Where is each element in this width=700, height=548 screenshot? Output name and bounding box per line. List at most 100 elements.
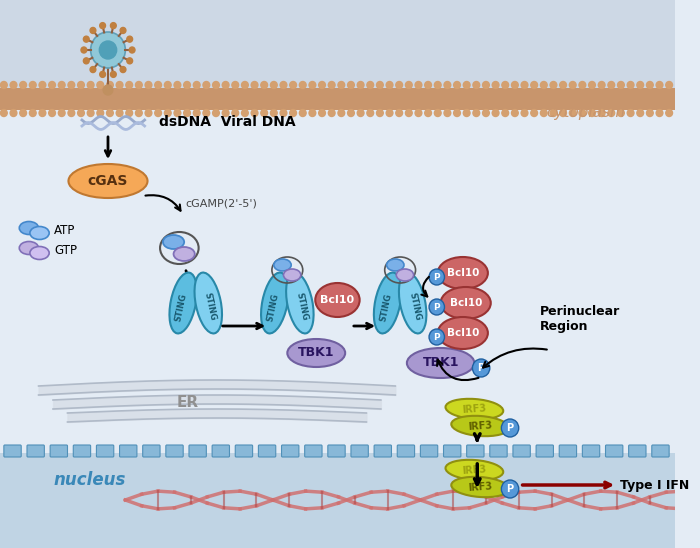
Text: cGAS: cGAS <box>88 174 128 188</box>
Circle shape <box>68 110 75 117</box>
Text: IRF3: IRF3 <box>468 420 493 432</box>
FancyBboxPatch shape <box>143 445 160 457</box>
Circle shape <box>261 110 267 117</box>
Ellipse shape <box>69 164 148 198</box>
Circle shape <box>203 110 210 117</box>
Circle shape <box>435 82 441 88</box>
FancyBboxPatch shape <box>652 445 669 457</box>
Ellipse shape <box>440 287 491 319</box>
Text: STING: STING <box>265 292 280 322</box>
Circle shape <box>502 82 509 88</box>
Circle shape <box>501 419 519 437</box>
Circle shape <box>39 82 46 88</box>
FancyBboxPatch shape <box>328 445 345 457</box>
Circle shape <box>99 22 106 28</box>
Circle shape <box>280 110 287 117</box>
Circle shape <box>512 82 518 88</box>
Text: STING: STING <box>203 292 218 322</box>
Circle shape <box>473 82 480 88</box>
FancyBboxPatch shape <box>189 445 206 457</box>
Circle shape <box>174 110 181 117</box>
Circle shape <box>656 110 663 117</box>
Circle shape <box>300 82 306 88</box>
FancyBboxPatch shape <box>4 445 21 457</box>
FancyBboxPatch shape <box>212 445 230 457</box>
Circle shape <box>550 110 556 117</box>
Ellipse shape <box>30 226 49 239</box>
Ellipse shape <box>20 221 38 235</box>
Circle shape <box>203 82 210 88</box>
Ellipse shape <box>452 477 509 497</box>
Text: STING: STING <box>407 292 422 322</box>
Circle shape <box>569 82 576 88</box>
Ellipse shape <box>445 399 503 419</box>
Circle shape <box>90 32 125 68</box>
Circle shape <box>415 110 422 117</box>
FancyBboxPatch shape <box>421 445 438 457</box>
Ellipse shape <box>284 269 301 281</box>
Circle shape <box>647 110 653 117</box>
FancyBboxPatch shape <box>120 445 137 457</box>
FancyBboxPatch shape <box>490 445 507 457</box>
Circle shape <box>99 41 117 59</box>
Circle shape <box>425 82 431 88</box>
Bar <box>0 0 675 88</box>
Circle shape <box>627 110 634 117</box>
Circle shape <box>429 299 444 315</box>
Circle shape <box>1 82 7 88</box>
FancyBboxPatch shape <box>467 445 484 457</box>
FancyBboxPatch shape <box>281 445 299 457</box>
Circle shape <box>560 82 566 88</box>
Circle shape <box>174 82 181 88</box>
Circle shape <box>1 110 7 117</box>
Circle shape <box>290 82 297 88</box>
Text: cGAMP(2'-5'): cGAMP(2'-5') <box>185 199 257 209</box>
Circle shape <box>617 82 624 88</box>
Circle shape <box>444 110 451 117</box>
Bar <box>0 88 675 110</box>
Circle shape <box>540 82 547 88</box>
Circle shape <box>482 82 489 88</box>
Circle shape <box>569 110 576 117</box>
Circle shape <box>145 110 152 117</box>
Ellipse shape <box>315 283 360 317</box>
Circle shape <box>521 82 528 88</box>
Circle shape <box>454 82 461 88</box>
Circle shape <box>20 82 27 88</box>
Circle shape <box>598 82 605 88</box>
Circle shape <box>502 110 509 117</box>
Bar <box>0 88 675 453</box>
Circle shape <box>183 110 190 117</box>
FancyBboxPatch shape <box>606 445 623 457</box>
Circle shape <box>435 110 441 117</box>
Circle shape <box>348 110 354 117</box>
Circle shape <box>232 110 239 117</box>
Circle shape <box>608 82 615 88</box>
Text: cytoplasm: cytoplasm <box>546 105 625 119</box>
Text: IRF3: IRF3 <box>468 481 493 493</box>
Text: TBK1: TBK1 <box>422 357 459 369</box>
Text: ATP: ATP <box>54 225 76 237</box>
Ellipse shape <box>30 247 49 260</box>
Circle shape <box>126 82 132 88</box>
Circle shape <box>318 110 326 117</box>
Circle shape <box>395 82 402 88</box>
Ellipse shape <box>163 235 184 249</box>
Text: P: P <box>507 484 514 494</box>
Circle shape <box>83 58 89 64</box>
Ellipse shape <box>452 416 509 436</box>
Circle shape <box>415 82 422 88</box>
Text: Type I IFN: Type I IFN <box>620 478 690 492</box>
Circle shape <box>270 82 277 88</box>
Ellipse shape <box>20 242 38 254</box>
Circle shape <box>78 110 85 117</box>
Ellipse shape <box>386 259 404 271</box>
FancyBboxPatch shape <box>444 445 461 457</box>
Circle shape <box>357 82 364 88</box>
Circle shape <box>501 480 519 498</box>
Circle shape <box>103 85 113 95</box>
Circle shape <box>130 47 135 53</box>
Circle shape <box>617 110 624 117</box>
Circle shape <box>627 82 634 88</box>
Circle shape <box>492 82 499 88</box>
